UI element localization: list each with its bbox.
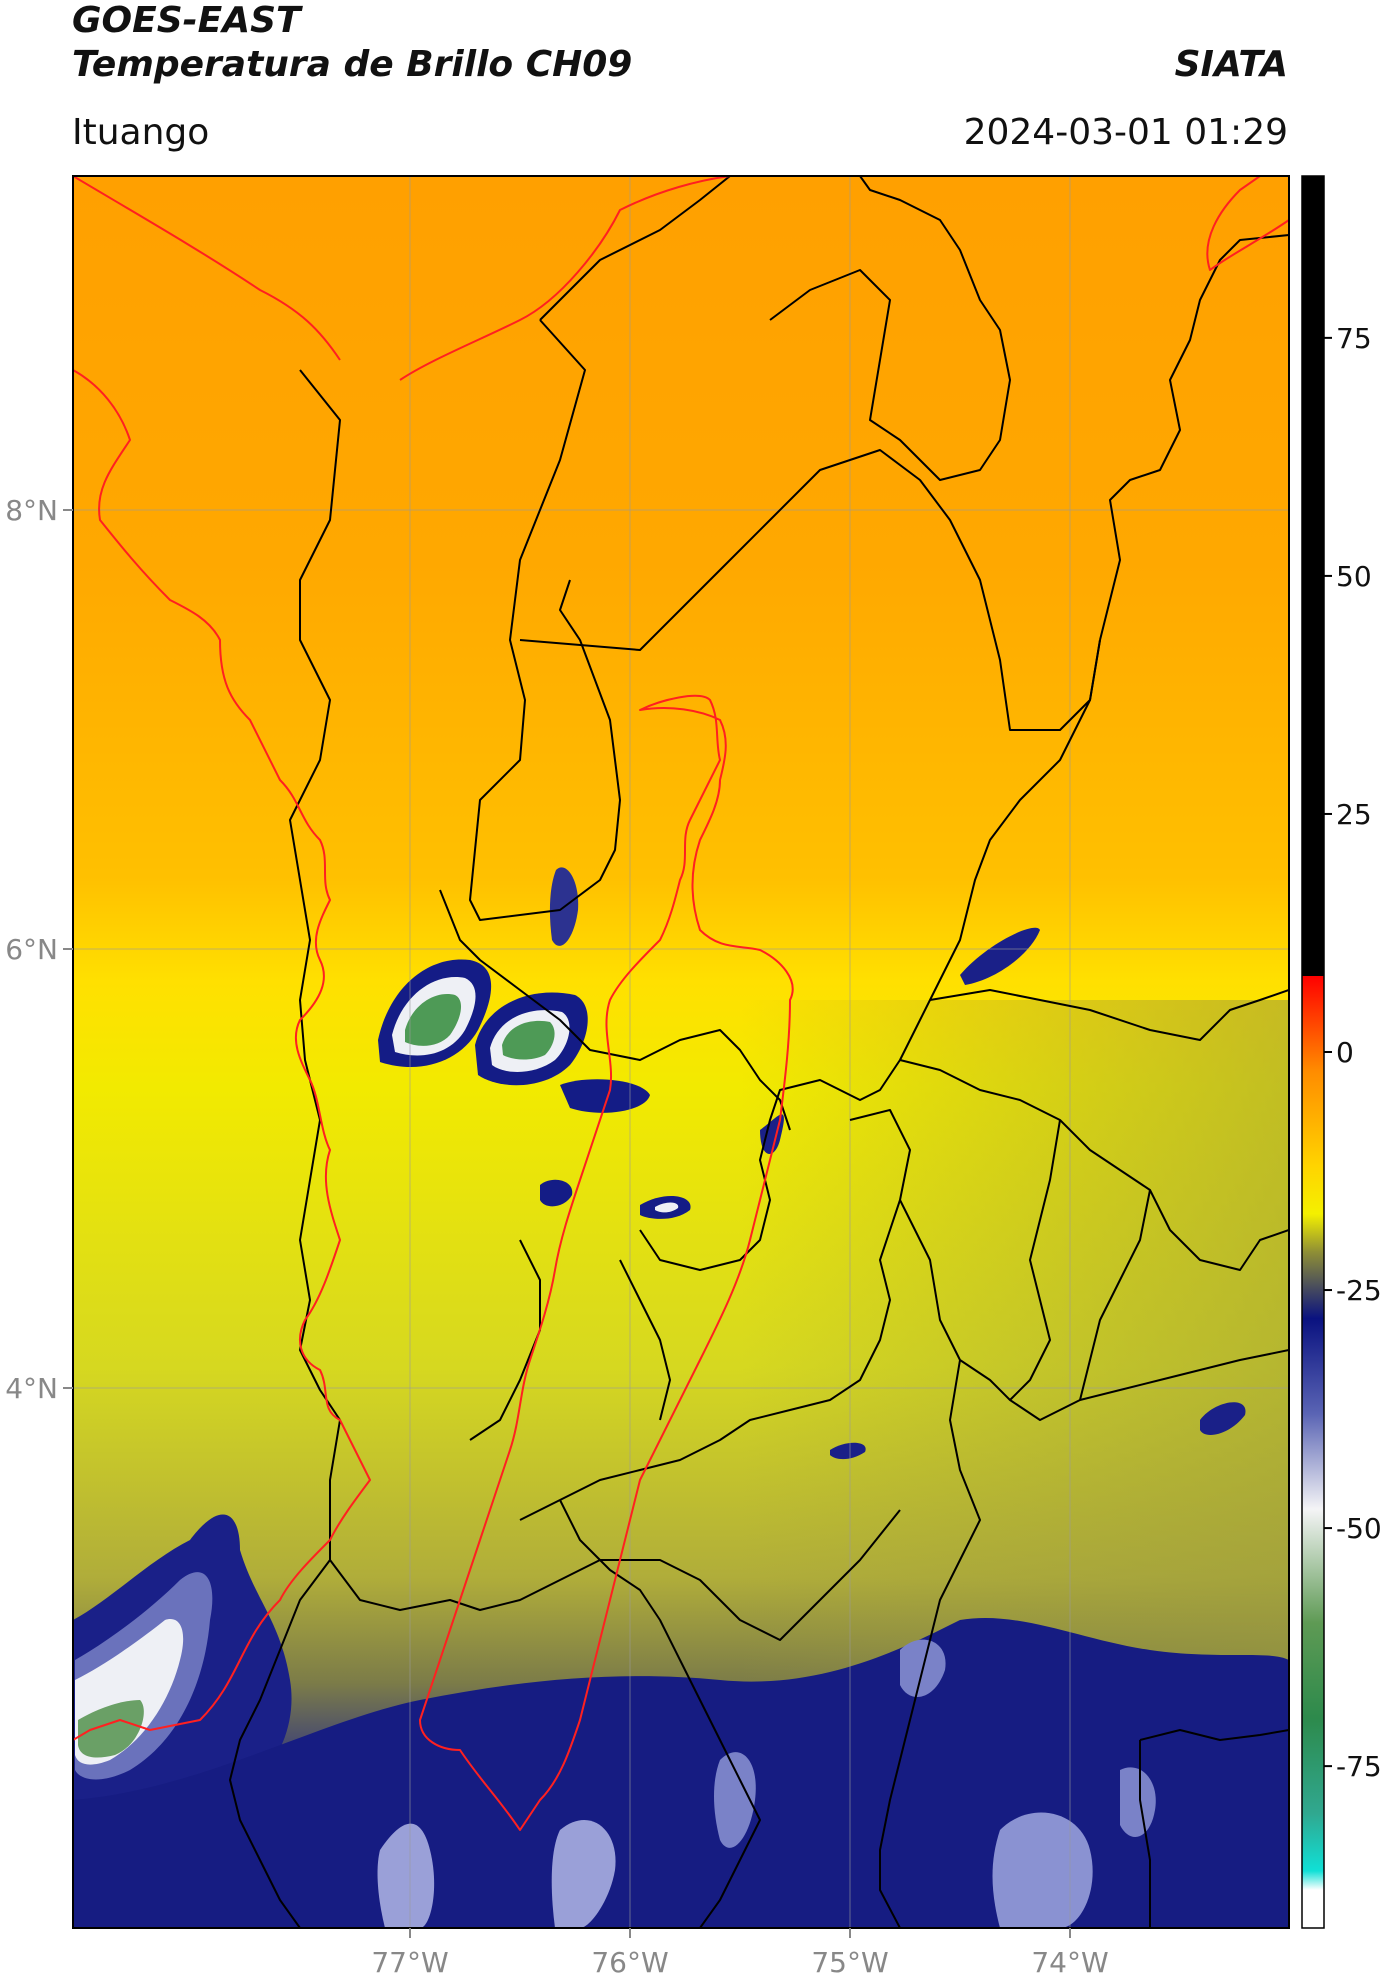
satellite-title: GOES-EAST [72, 0, 301, 41]
region-outlines [73, 176, 1289, 1831]
colorbar-tick-label: -25 [1336, 1274, 1382, 1307]
region-label: Ituango [72, 112, 210, 153]
cloud-cells [73, 867, 1289, 1928]
east-cooling-band [740, 1000, 1289, 1700]
colorbar-tick-label: -50 [1336, 1512, 1382, 1545]
lon-tick-label: 74°W [1031, 1946, 1108, 1979]
graticule [73, 176, 1289, 1928]
longitude-ticks: 77°W 76°W 75°W 74°W [371, 1928, 1109, 1979]
lon-tick-label: 75°W [811, 1946, 888, 1979]
colorbar-tick-label: -75 [1336, 1750, 1382, 1783]
colorbar-tick-label: 0 [1336, 1036, 1354, 1069]
lat-tick-label: 6°N [5, 933, 58, 966]
product-title: Temperatura de Brillo CH09 [72, 44, 633, 85]
colorbar-tick-label: 75 [1336, 322, 1372, 355]
colorbar-tick-label: 50 [1336, 560, 1372, 593]
datetime-label: 2024-03-01 01:29 [963, 112, 1288, 153]
map-frame [72, 175, 1290, 1929]
colorbar-bar [1302, 176, 1324, 1928]
latitude-ticks: 8°N 6°N 4°N [5, 494, 73, 1405]
source-label: SIATA [1174, 44, 1288, 85]
colorbar: 75 50 25 0 -25 -50 -75 [1301, 175, 1382, 1929]
lat-tick-label: 8°N [5, 494, 58, 527]
map-panel [73, 176, 1289, 1928]
colorbar-tick-label: 25 [1336, 798, 1372, 831]
lon-tick-label: 77°W [371, 1946, 448, 1979]
lat-tick-label: 4°N [5, 1372, 58, 1405]
lon-tick-label: 76°W [591, 1946, 668, 1979]
department-borders [229, 176, 1289, 1928]
